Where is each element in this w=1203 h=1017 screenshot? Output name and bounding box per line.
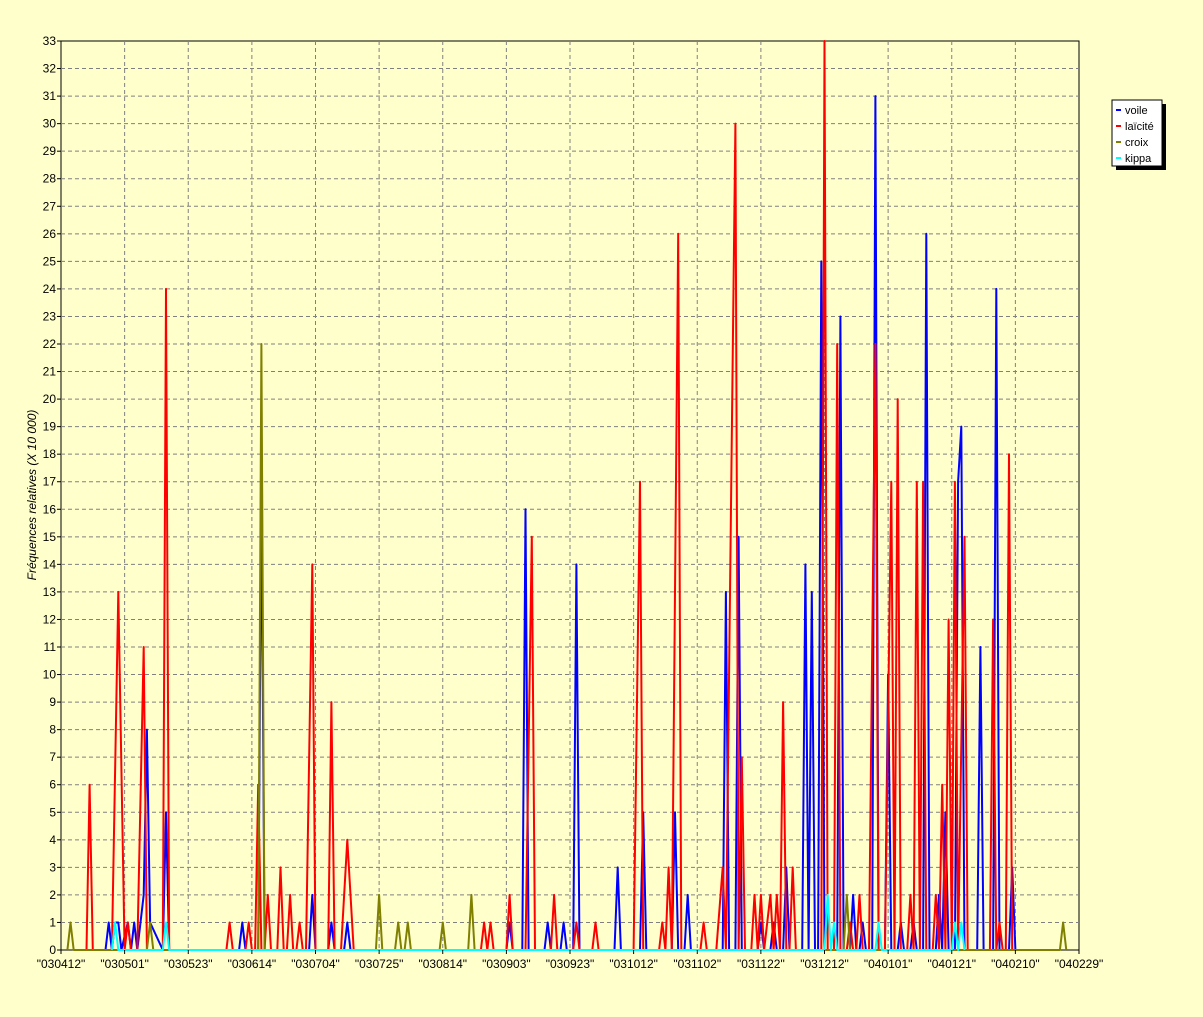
- y-tick-label: 26: [43, 227, 57, 241]
- y-tick-label: 12: [43, 612, 57, 626]
- y-tick-label: 5: [49, 805, 56, 819]
- x-tick-label: "030412": [37, 957, 86, 971]
- y-tick-label: 33: [43, 34, 57, 48]
- x-tick-label: "030814": [418, 957, 467, 971]
- x-tick-label: "040229": [1055, 957, 1104, 971]
- x-tick-label: "030923": [546, 957, 595, 971]
- y-tick-label: 1: [49, 915, 56, 929]
- x-tick-label: "031212": [800, 957, 849, 971]
- y-tick-label: 6: [49, 778, 56, 792]
- y-tick-label: 28: [43, 172, 57, 186]
- y-tick-label: 24: [43, 282, 57, 296]
- y-tick-label: 9: [49, 695, 56, 709]
- legend: voile laïcité croix kippa: [1111, 99, 1166, 170]
- legend-label: voile: [1125, 105, 1148, 117]
- y-tick-label: 2: [49, 888, 56, 902]
- y-tick-label: 27: [43, 199, 57, 213]
- x-tick-label: "031102": [673, 957, 721, 971]
- y-tick-label: 7: [49, 750, 56, 764]
- y-tick-label: 23: [43, 309, 57, 323]
- y-tick-label: 16: [43, 502, 57, 516]
- y-tick-label: 18: [43, 447, 57, 461]
- y-tick-label: 15: [43, 530, 57, 544]
- y-tick-label: 20: [43, 392, 57, 406]
- y-tick-label: 32: [43, 62, 57, 76]
- y-tick-label: 22: [43, 337, 57, 351]
- series-line-laïcité: [85, 40, 1014, 951]
- x-tick-label: "031122": [737, 957, 785, 971]
- series-lines: [66, 40, 1068, 951]
- y-tick-label: 19: [43, 420, 57, 434]
- legend-label: laïcité: [1125, 121, 1154, 133]
- x-tick-label: "040121": [927, 957, 976, 971]
- y-tick-label: 29: [43, 144, 57, 158]
- y-tick-label: 4: [49, 833, 56, 847]
- y-tick-label: 25: [43, 254, 57, 268]
- y-tick-label: 0: [49, 943, 56, 957]
- x-tick-label: "040210": [991, 957, 1040, 971]
- series-line-kippa: [110, 893, 966, 951]
- x-tick-label: "030725": [355, 957, 404, 971]
- x-tick-label: "030704": [291, 957, 340, 971]
- y-tick-label: 13: [43, 585, 57, 599]
- y-tick-label: 14: [43, 557, 57, 571]
- x-tick-label: "030903": [482, 957, 531, 971]
- x-tick-label: "040101": [864, 957, 913, 971]
- y-tick-label: 8: [49, 723, 56, 737]
- y-tick-label: 3: [49, 860, 56, 874]
- y-tick-label: 21: [43, 365, 57, 379]
- y-tick-label: 11: [44, 640, 57, 654]
- y-tick-label: 10: [43, 668, 57, 682]
- x-tick-label: "030523": [164, 957, 213, 971]
- x-tick-label: "030614": [228, 957, 277, 971]
- legend-label: kippa: [1125, 153, 1152, 165]
- y-tick-label: 17: [43, 475, 57, 489]
- x-tick-label: "030501": [100, 957, 149, 971]
- legend-label: croix: [1125, 137, 1149, 149]
- y-tick-label: 30: [43, 117, 57, 131]
- y-tick-label: 31: [43, 89, 57, 103]
- x-tick-label: "031012": [609, 957, 658, 971]
- grid: [61, 41, 1079, 950]
- axes: 0123456789101112131415161718192021222324…: [37, 34, 1104, 971]
- y-axis-label: Fréquences relatives (X 10 000): [25, 410, 39, 581]
